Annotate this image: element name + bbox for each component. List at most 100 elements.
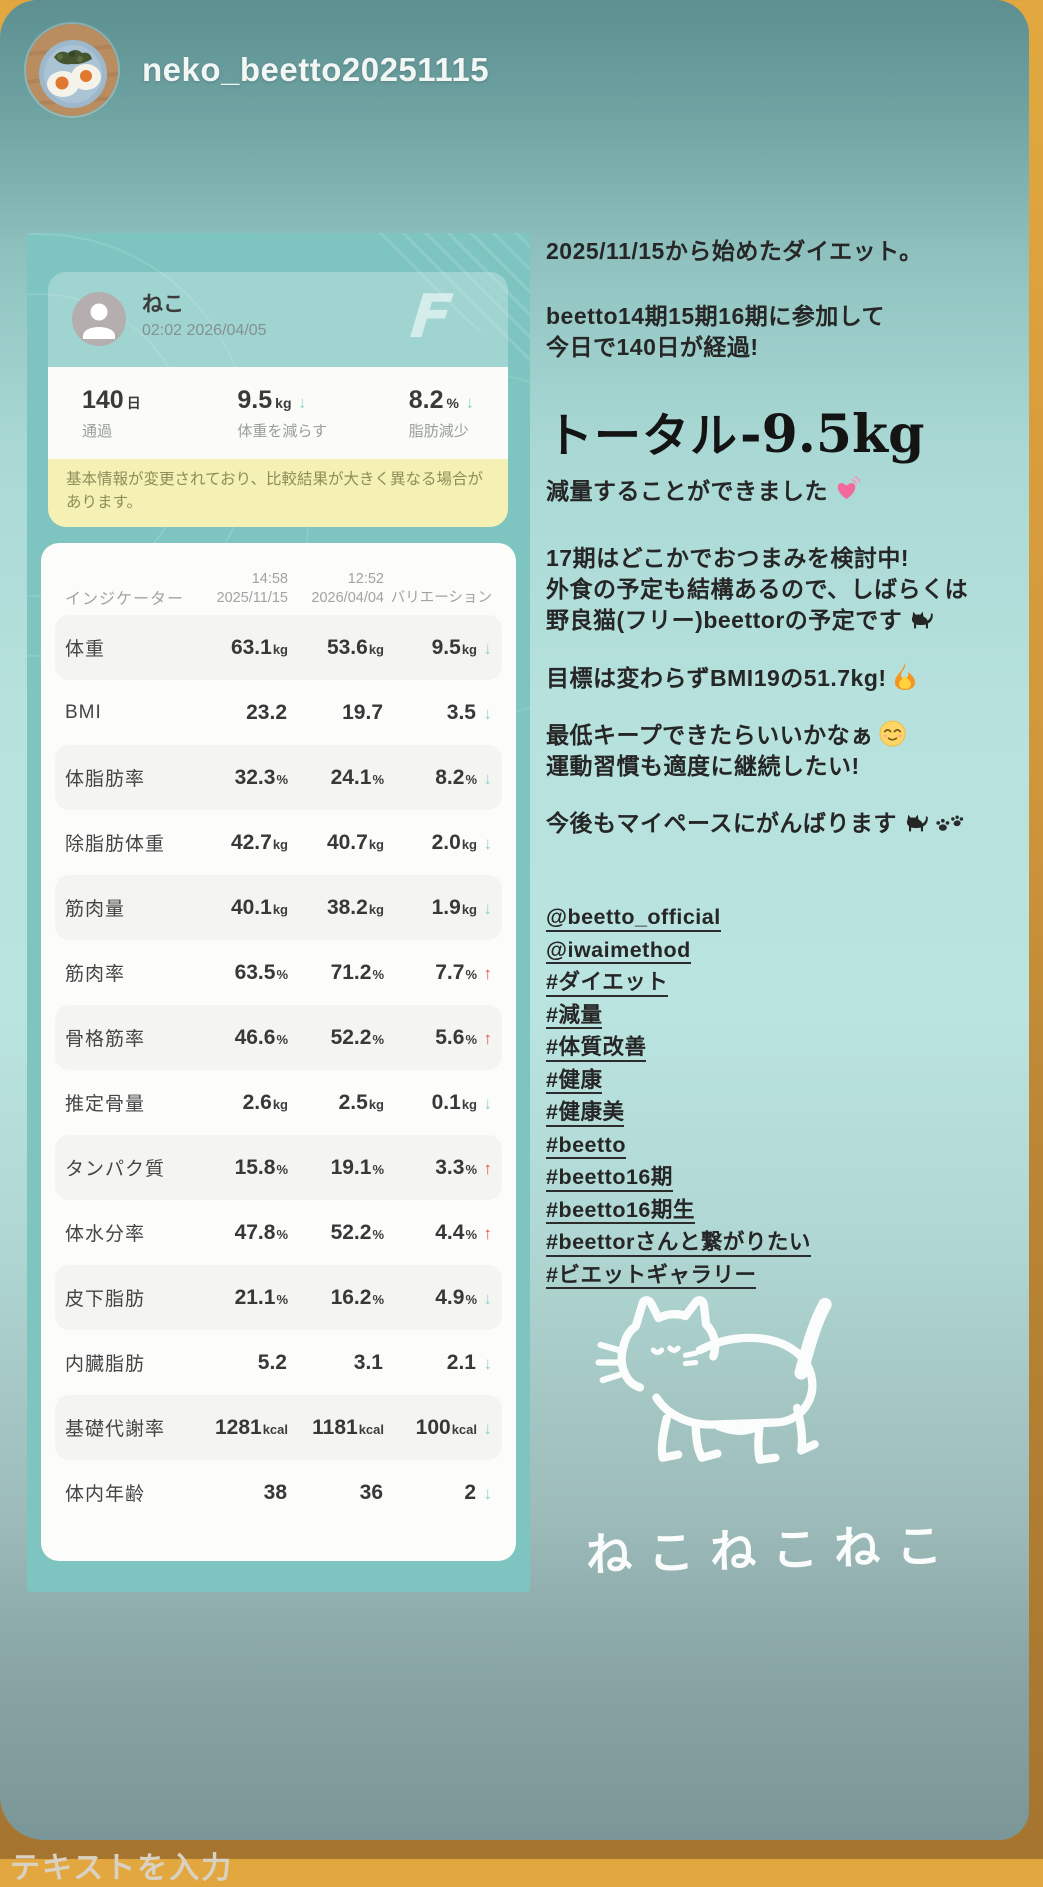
table-row-muscle-rate: 筋肉率 63.5% 71.2% 7.7% (55, 940, 502, 1005)
column-time: 14:58 (251, 570, 288, 587)
paw-prints-emoji (935, 813, 965, 835)
story-line: 運動習慣も適度に継続したい! (546, 753, 860, 779)
trend-arrow (477, 1419, 492, 1439)
hashtag-link[interactable]: #beetto16期 (546, 1166, 1028, 1192)
hashtag-link[interactable]: #健康 (546, 1069, 1028, 1094)
column-date: 2026/04/04 (311, 590, 384, 607)
stat-unit: % (446, 394, 459, 411)
hashtag-link[interactable]: #beetto (546, 1134, 1028, 1159)
variation-column-header: バリエーション (390, 590, 492, 607)
hashtag-link[interactable]: #beetto16期生 (546, 1199, 1028, 1224)
mention-link[interactable]: @iwaimethod (546, 939, 1028, 964)
table-row-skeletal-muscle: 骨格筋率 46.6% 52.2% 5.6% (55, 1005, 502, 1070)
table-row-body-age: 体内年齢 38 36 2 (55, 1460, 502, 1525)
trend-arrow (477, 1094, 492, 1114)
story-line: 野良猫(フリー)beettorの予定です (546, 605, 1028, 636)
stat-unit: 日 (126, 394, 141, 411)
black-cat-emoji (907, 608, 935, 632)
stat-label: 体重を減らす (237, 422, 328, 440)
stat-unit: kg (275, 394, 292, 411)
story-header: neko_beetto20251115 (26, 24, 489, 116)
down-arrow-icon (459, 393, 474, 413)
trend-arrow (477, 1354, 492, 1374)
summary-card: ねこ 02:02 2026/04/05 F 140 日 通過 9.5 kg (48, 272, 508, 527)
trend-arrow (477, 964, 492, 984)
table-row-weight: 体重 63.1kg 53.6kg 9.5kg (55, 615, 502, 680)
story-line: 最低キープできたらいいかなぁ (546, 720, 1028, 751)
hashtag-link[interactable]: #beettorさんと繋がりたい (546, 1231, 1028, 1257)
trend-arrow (477, 834, 492, 854)
hashtag-link[interactable]: #体質改善 (546, 1036, 1028, 1062)
mention-link[interactable]: @beetto_official (546, 906, 1028, 932)
hashtag-link[interactable]: #ビエットギャラリー (546, 1264, 1028, 1289)
story-text-column: 2025/11/15から始めたダイエット。 beetto14期15期16期に参加… (546, 236, 1028, 1297)
app-user-timestamp: 02:02 2026/04/05 (142, 322, 267, 339)
story-line: 外食の予定も結構あるので、しばらくは (546, 576, 969, 602)
story-username[interactable]: neko_beetto20251115 (142, 51, 490, 88)
table-row-muscle-mass: 筋肉量 40.1kg 38.2kg 1.9kg (55, 875, 502, 940)
app-brand-logo: F (407, 282, 456, 352)
story-line: 目標は変わらずBMI19の51.7kg! (546, 662, 1028, 694)
cat-doodle-drawing (594, 1286, 874, 1503)
table-header: インジケーター 14:58 2025/11/15 12:52 2026/04/0… (55, 551, 502, 615)
cat-caption-text: ねこねこねこ (585, 1519, 959, 1581)
app-user-avatar (72, 292, 126, 346)
trend-arrow (477, 1484, 492, 1504)
column-header-before: 14:58 2025/11/15 (192, 570, 289, 609)
stat-weight-lost: 9.5 kg 体重を減らす (237, 386, 327, 441)
person-icon (83, 303, 115, 339)
hashtag-link[interactable]: #ダイエット (546, 971, 1028, 997)
table-row-body-fat: 体脂肪率 32.3% 24.1% 8.2% (55, 745, 502, 810)
app-screenshot-panel: ねこ 02:02 2026/04/05 F 140 日 通過 9.5 kg (27, 233, 530, 1592)
table-row-bmr: 基礎代謝率 1281kcal 1181kcal 100kcal (55, 1395, 502, 1460)
fire-emoji (892, 662, 918, 690)
story-canvas: neko_beetto20251115 ねこ 02:02 2026/04/05 … (0, 0, 1029, 1840)
text-input-placeholder[interactable]: テキストを入力 (10, 1852, 234, 1885)
column-header-after: 12:52 2026/04/04 (288, 570, 384, 609)
column-time: 12:52 (347, 570, 384, 587)
story-line: beetto14期15期16期に参加して (546, 303, 886, 329)
table-body: 体重 63.1kg 53.6kg 9.5kg BMI 23.2 19.7 3.5… (55, 615, 502, 1525)
trend-arrow (477, 1029, 492, 1049)
table-row-subcutaneous-fat: 皮下脂肪 21.1% 16.2% 4.9% (55, 1265, 502, 1330)
story-line: 2025/11/15から始めたダイエット。 (546, 238, 923, 264)
stat-label: 脂肪減少 (408, 422, 469, 440)
table-row-visceral-fat: 内臓脂肪 5.2 3.1 2.1 (55, 1330, 502, 1395)
trend-arrow (477, 769, 492, 789)
fried-eggs-avatar-image (26, 24, 118, 116)
summary-card-header: ねこ 02:02 2026/04/05 F (48, 272, 508, 367)
app-user-name: ねこ (142, 293, 184, 316)
stat-value: 8.2 (408, 385, 444, 414)
column-date: 2025/11/15 (216, 590, 289, 607)
story-line: 今日で140日が経過! (546, 334, 759, 360)
story-line: 17期はどこかでおつまみを検討中! (546, 545, 910, 571)
total-loss-headline: トータル -9.5kg (546, 404, 925, 465)
hashtag-link[interactable]: #健康美 (546, 1101, 1028, 1127)
table-row-bmi: BMI 23.2 19.7 3.5 (55, 680, 502, 745)
profile-avatar[interactable] (26, 24, 118, 116)
story-line: 今後もマイペースにがんばります (546, 808, 1028, 839)
notice-banner: 基本情報が変更されており、比較結果が大きく異なる場合があります。 (48, 459, 508, 527)
hashtag-link[interactable]: #減量 (546, 1004, 1028, 1029)
pink-heart-emoji (833, 476, 860, 503)
stat-value: 140 (82, 385, 124, 414)
trend-arrow (477, 1289, 492, 1309)
tag-list: @beetto_official @iwaimethod #ダイエット #減量 … (546, 906, 1028, 1289)
table-row-body-water: 体水分率 47.8% 52.2% 4.4% (55, 1200, 502, 1265)
indicator-column-header: インジケーター (65, 591, 185, 608)
stat-days-passed: 140 日 通過 (82, 386, 156, 441)
relieved-face-emoji (879, 720, 906, 747)
stat-label: 通過 (82, 422, 113, 440)
summary-stats: 140 日 通過 9.5 kg 体重を減らす 8.2 (48, 367, 508, 459)
table-row-protein: タンパク質 15.8% 19.1% 3.3% (55, 1135, 502, 1200)
down-arrow-icon (292, 393, 307, 413)
trend-arrow (477, 639, 492, 659)
trend-arrow (477, 899, 492, 919)
trend-arrow (477, 1159, 492, 1179)
table-row-bone-mass: 推定骨量 2.6kg 2.5kg 0.1kg (55, 1070, 502, 1135)
trend-arrow (477, 704, 492, 724)
stat-fat-reduced: 8.2 % 脂肪減少 (409, 386, 474, 441)
stat-value: 9.5 (237, 385, 273, 414)
indicators-table-card: インジケーター 14:58 2025/11/15 12:52 2026/04/0… (41, 543, 516, 1561)
story-line: 減量することができました (546, 476, 1028, 507)
